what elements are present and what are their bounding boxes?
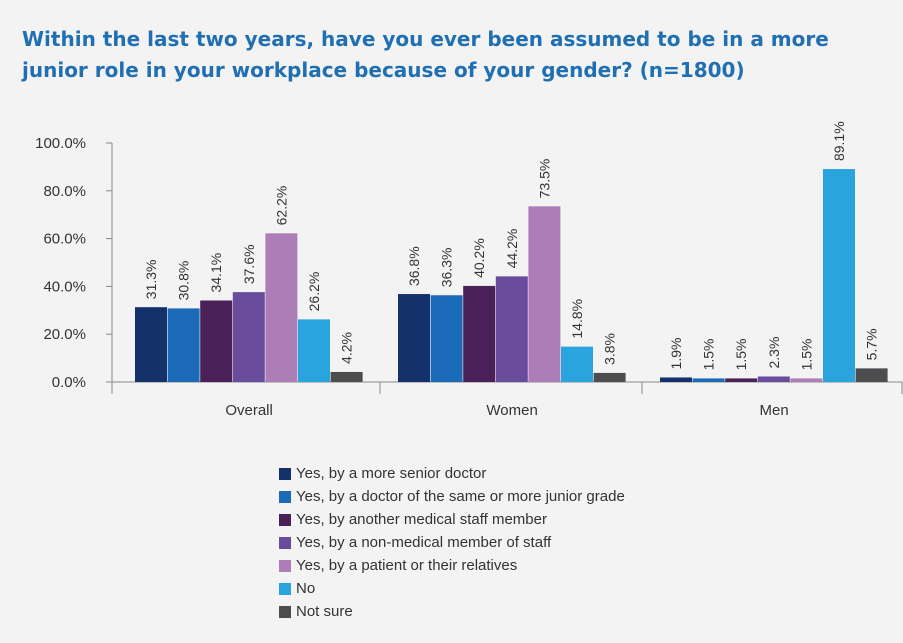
data-label: 3.8% — [602, 333, 618, 365]
x-category-label: Overall — [225, 402, 273, 419]
data-label: 34.1% — [208, 253, 224, 293]
data-label: 26.2% — [306, 272, 322, 312]
bar — [561, 346, 593, 382]
legend-label: Yes, by another medical staff member — [296, 511, 547, 528]
x-category-label: Women — [486, 402, 537, 419]
legend-label: Yes, by a doctor of the same or more jun… — [296, 488, 625, 505]
y-tick-label: 60.0% — [43, 231, 86, 248]
data-label: 31.3% — [143, 259, 159, 299]
data-label: 5.7% — [864, 328, 880, 360]
legend-item: Yes, by a non-medical member of staff — [279, 531, 625, 554]
bar — [495, 276, 528, 382]
legend-swatch — [279, 490, 291, 503]
data-label: 36.3% — [439, 248, 455, 288]
data-label: 1.5% — [798, 338, 814, 370]
data-label: 73.5% — [536, 159, 552, 199]
bar — [823, 169, 855, 382]
data-label: 37.6% — [241, 244, 257, 284]
y-tick-label: 100.0% — [35, 135, 86, 152]
bar — [757, 376, 790, 382]
data-label: 2.3% — [766, 337, 782, 369]
bar — [430, 295, 463, 382]
data-label: 44.2% — [504, 229, 520, 269]
bar — [167, 308, 200, 382]
bar — [790, 378, 823, 382]
data-label: 1.5% — [733, 338, 749, 370]
bar-chart: 0.0% 20.0% 40.0% 60.0% 80.0% 100.0% 31.3% 36.8%… — [35, 121, 903, 419]
data-label: 4.2% — [339, 332, 355, 364]
bar — [725, 378, 758, 382]
legend-item: Yes, by a doctor of the same or more jun… — [279, 485, 625, 508]
data-label: 62.2% — [273, 186, 289, 226]
y-tick-label: 0.0% — [52, 374, 86, 391]
data-label: 36.8% — [406, 246, 422, 286]
data-label: 30.8% — [176, 261, 192, 301]
legend-label: Not sure — [296, 603, 353, 620]
legend-swatch — [279, 605, 291, 618]
bar — [265, 233, 298, 382]
data-label: 14.8% — [569, 299, 585, 339]
legend-item: Yes, by a patient or their relatives — [279, 554, 625, 577]
bar — [463, 285, 496, 382]
bar — [528, 206, 561, 382]
chart-title: Within the last two years, have you ever… — [22, 27, 829, 82]
data-label: 1.5% — [701, 338, 717, 370]
bar — [660, 377, 692, 382]
bar — [135, 307, 167, 382]
chart-legend: Yes, by a more senior doctor Yes, by a do… — [279, 462, 625, 623]
legend-item: Yes, by a more senior doctor — [279, 462, 625, 485]
y-tick-label: 80.0% — [43, 183, 86, 200]
legend-swatch — [279, 467, 291, 480]
legend-swatch — [279, 536, 291, 549]
bar — [398, 294, 430, 382]
legend-swatch — [279, 582, 291, 595]
bar — [855, 368, 888, 382]
legend-label: No — [296, 580, 316, 597]
legend-item: Yes, by another medical staff member — [279, 508, 625, 531]
bar — [593, 372, 626, 382]
legend-item: Not sure — [279, 600, 625, 623]
legend-swatch — [279, 513, 291, 526]
bar — [330, 371, 363, 382]
bar — [232, 292, 265, 382]
data-label: 89.1% — [831, 121, 847, 161]
legend-item: No — [279, 577, 625, 600]
bar — [298, 319, 330, 382]
y-tick-label: 40.0% — [43, 278, 86, 295]
x-category-label: Men — [760, 402, 789, 419]
legend-label: Yes, by a patient or their relatives — [296, 557, 518, 574]
legend-label: Yes, by a non-medical member of staff — [296, 534, 552, 551]
data-label: 40.2% — [471, 238, 487, 278]
data-label: 1.9% — [668, 338, 684, 370]
bar — [200, 300, 233, 382]
legend-label: Yes, by a more senior doctor — [296, 465, 487, 482]
bar — [692, 378, 725, 382]
y-tick-label: 20.0% — [43, 326, 86, 343]
legend-swatch — [279, 559, 291, 572]
